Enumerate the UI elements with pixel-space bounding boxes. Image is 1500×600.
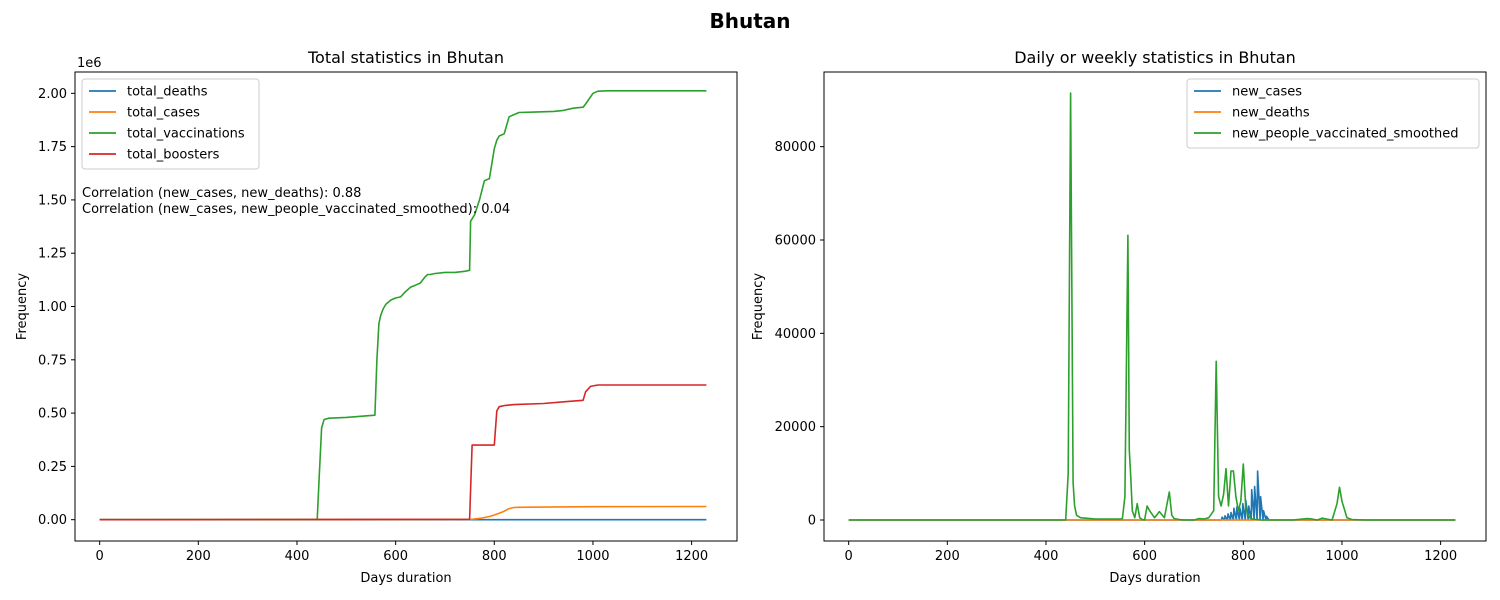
x-tick-label: 0 <box>845 549 853 564</box>
x-tick-label: 400 <box>285 549 310 564</box>
x-axis-label: Days duration <box>1109 571 1200 586</box>
x-tick-label: 800 <box>1231 549 1256 564</box>
plot-frame <box>823 71 1487 542</box>
y-tick-label: 40000 <box>775 327 816 342</box>
series-group <box>848 92 1456 521</box>
y-tick-label: 0.50 <box>38 407 67 422</box>
legend: total_deaths total_cases total_vaccination… <box>81 78 260 170</box>
x-tick-label: 200 <box>935 549 960 564</box>
plot-area <box>824 72 1486 541</box>
series-line-total-vaccinations <box>99 90 707 521</box>
y-offset-label: 1e6 <box>77 56 102 71</box>
chart-title: Total statistics in Bhutan <box>307 48 504 67</box>
legend: new_cases new_deaths new_people_vaccinated… <box>1186 78 1480 149</box>
daily-statistics-chart: 0 200 400 600 800 1000 1200 0 20000 40000 60000 800… <box>751 48 1487 586</box>
legend-box <box>81 78 260 170</box>
x-tick-label: 200 <box>186 549 211 564</box>
y-tick-label: 1.50 <box>38 193 67 208</box>
series-group <box>99 90 707 521</box>
y-tick-label: 1.25 <box>38 247 67 262</box>
x-tick-label: 1000 <box>1325 549 1358 564</box>
x-tick-label: 800 <box>482 549 507 564</box>
legend-label-new-deaths: new_deaths <box>1232 106 1310 121</box>
x-tick-label: 0 <box>96 549 104 564</box>
legend-label-total-vaccinations: total_vaccinations <box>127 127 245 142</box>
series-line-new-people-vaccinated-smoothed <box>848 92 1456 521</box>
x-tick-label: 1200 <box>675 549 708 564</box>
x-tick-label: 1200 <box>1424 549 1457 564</box>
legend-box <box>1186 78 1480 149</box>
y-tick-label: 0.00 <box>38 513 67 528</box>
x-tick-label: 600 <box>383 549 408 564</box>
y-tick-label: 1.00 <box>38 300 67 315</box>
series-line-total-cases <box>99 505 707 521</box>
total-statistics-chart: 0 200 400 600 800 1000 1200 0.00 0.25 0.50 0.75 1.0… <box>15 48 738 586</box>
y-axis-label: Frequency <box>751 273 766 340</box>
legend-label-total-deaths: total_deaths <box>127 85 208 100</box>
legend-label-new-cases: new_cases <box>1232 85 1302 100</box>
y-tick-label: 20000 <box>775 420 816 435</box>
x-tick-label: 1000 <box>576 549 609 564</box>
y-tick-label: 60000 <box>775 234 816 249</box>
y-tick-label: 0.75 <box>38 353 67 368</box>
figure-suptitle: Bhutan <box>709 9 790 33</box>
legend-label-total-boosters: total_boosters <box>127 148 220 163</box>
x-tick-label: 400 <box>1034 549 1059 564</box>
correlation-annotation: Correlation (new_cases, new_people_vacci… <box>82 202 510 217</box>
chart-title: Daily or weekly statistics in Bhutan <box>1014 48 1296 67</box>
x-axis-label: Days duration <box>360 571 451 586</box>
legend-label-total-cases: total_cases <box>127 106 200 121</box>
x-tick-label: 600 <box>1132 549 1157 564</box>
y-tick-label: 80000 <box>775 140 816 155</box>
y-tick-label: 1.75 <box>38 140 67 155</box>
y-tick-label: 0 <box>808 514 816 529</box>
y-axis-label: Frequency <box>15 273 30 340</box>
y-tick-label: 0.25 <box>38 460 67 475</box>
series-line-total-boosters <box>99 384 707 521</box>
legend-label-new-people-vaccinated-smoothed: new_people_vaccinated_smoothed <box>1232 127 1458 142</box>
y-tick-label: 2.00 <box>38 87 67 102</box>
correlation-annotation: Correlation (new_cases, new_deaths): 0.8… <box>82 186 361 201</box>
